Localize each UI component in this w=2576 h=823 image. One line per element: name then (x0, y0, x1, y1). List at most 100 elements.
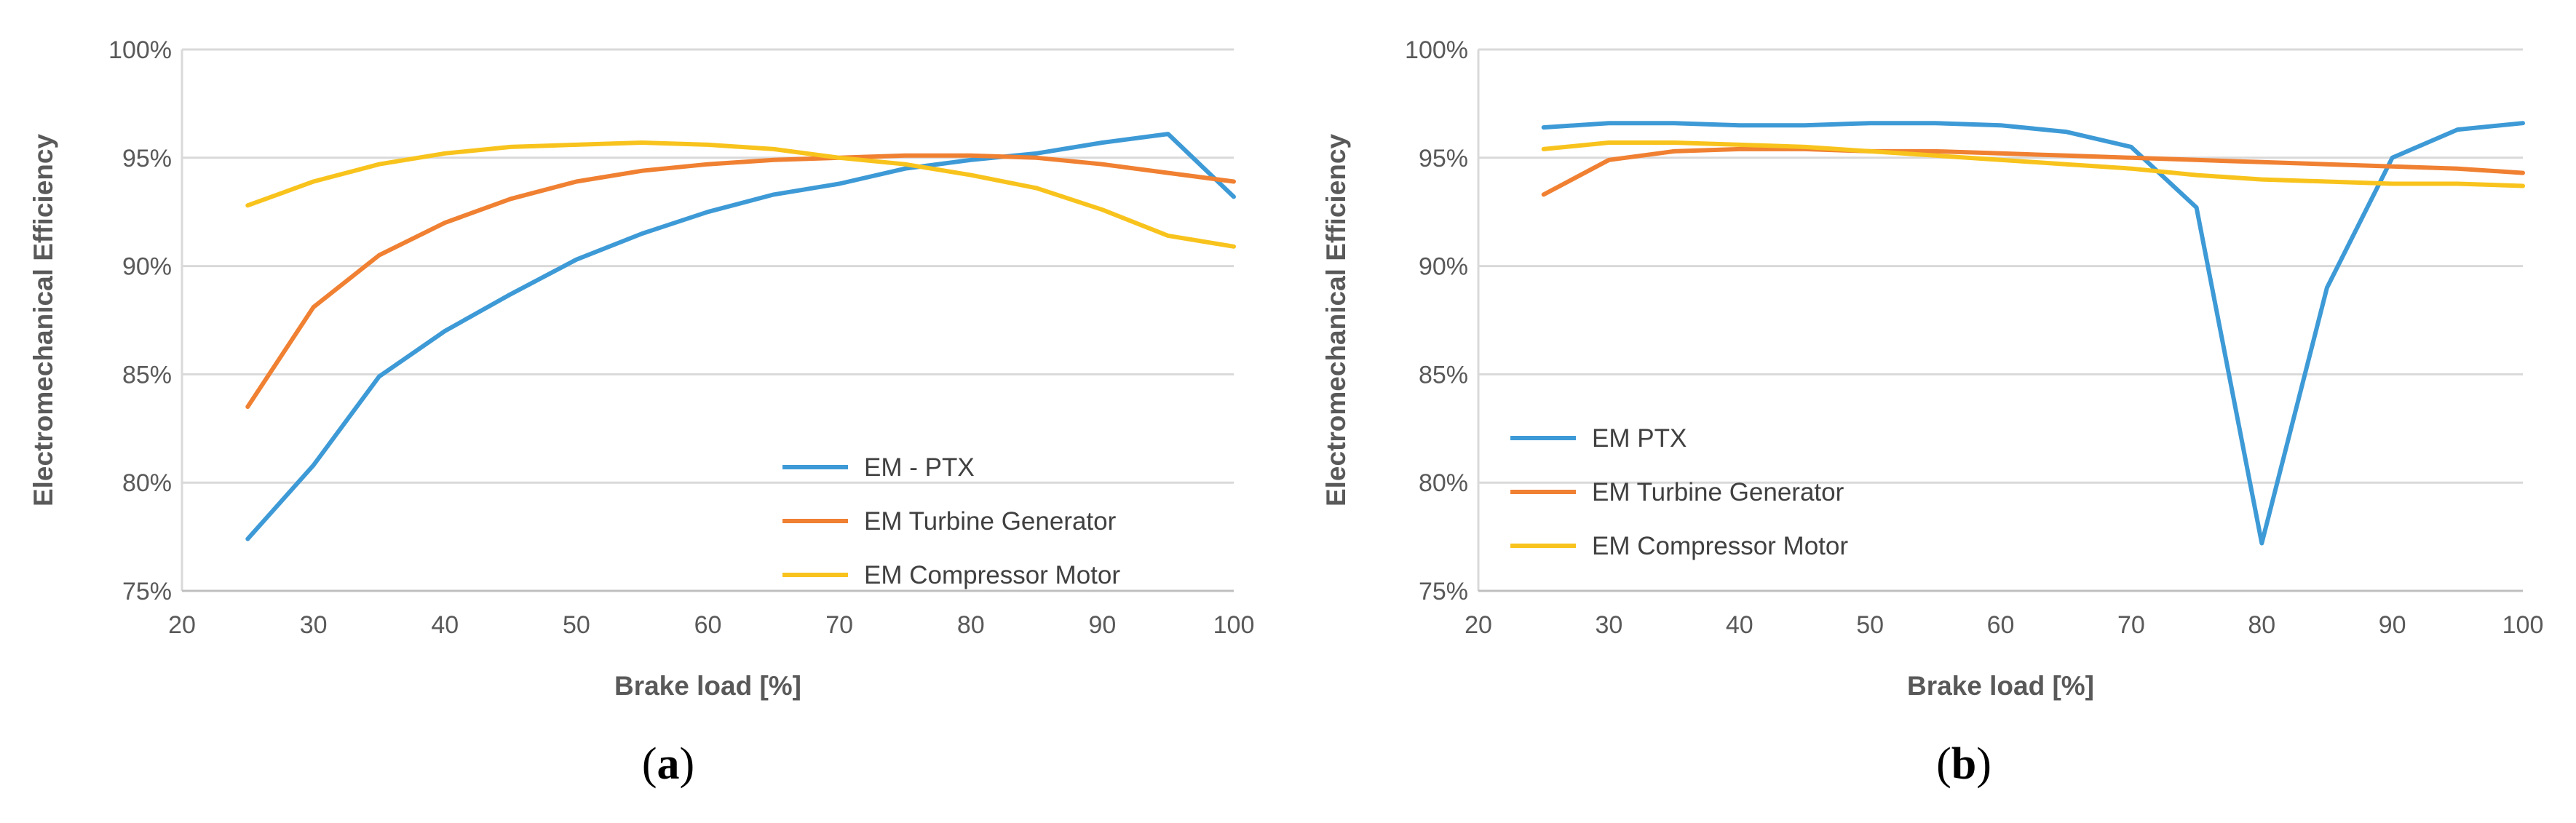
y-tick-label: 75% (1419, 578, 1468, 605)
data-point-em-compressor-motor (1867, 148, 1873, 154)
data-point-em-ptx (2063, 129, 2069, 135)
x-tick-label: 30 (1595, 611, 1622, 639)
x-tick-label: 50 (1856, 611, 1884, 639)
data-point-em-turbine-generator (1671, 148, 1677, 154)
data-point-em-compressor-motor (1606, 140, 1612, 146)
data-point-em-compressor-motor (1231, 244, 1237, 250)
x-tick-label: 20 (1465, 611, 1492, 639)
series-line-em-compressor-motor (245, 140, 1236, 249)
data-point-em-compressor-motor (2128, 166, 2134, 172)
panel-label-a: (a) (642, 739, 694, 789)
y-tick-label: 100% (1405, 36, 1468, 64)
data-point-em-ptx (1671, 120, 1677, 126)
x-tick-label: 70 (2117, 611, 2145, 639)
data-point-em-turbine-generator (311, 304, 317, 310)
data-point-em-compressor-motor (771, 146, 777, 152)
legend-entry: EM Turbine Generator (864, 507, 1117, 536)
data-point-em-compressor-motor (1933, 153, 1938, 159)
data-point-em-compressor-motor (2259, 177, 2264, 183)
data-point-em-turbine-generator (2454, 166, 2460, 172)
data-point-em-ptx (1802, 122, 1807, 128)
x-tick-label: 90 (2379, 611, 2406, 639)
legend-entry: EM PTX (1592, 424, 1687, 453)
data-point-em-turbine-generator (1606, 157, 1612, 163)
data-point-em-ptx (1737, 122, 1743, 128)
data-point-em-compressor-motor (2454, 181, 2460, 187)
series-line-em-ptx (245, 132, 1236, 541)
data-point-em-ptx (1606, 120, 1612, 126)
data-point-em-turbine-generator (442, 220, 448, 226)
data-point-em-compressor-motor (1541, 146, 1547, 152)
x-tick-label: 40 (431, 611, 459, 639)
y-tick-label: 85% (1419, 361, 1468, 389)
data-point-em-turbine-generator (2324, 162, 2330, 167)
data-point-em-ptx (771, 191, 777, 197)
data-point-em-compressor-motor (2063, 162, 2069, 167)
data-point-em-compressor-motor (836, 155, 842, 161)
legend-entry: EM Compressor Motor (1592, 532, 1848, 560)
data-point-em-turbine-generator (1998, 151, 2004, 156)
data-point-em-ptx (2454, 127, 2460, 132)
data-point-em-turbine-generator (639, 168, 645, 174)
data-point-em-turbine-generator (968, 153, 974, 159)
data-point-em-compressor-motor (639, 140, 645, 146)
data-point-em-ptx (2128, 144, 2134, 150)
y-tick-label: 90% (1419, 253, 1468, 281)
data-point-em-compressor-motor (574, 142, 579, 148)
data-point-em-compressor-motor (902, 162, 908, 167)
data-point-em-compressor-motor (1099, 207, 1105, 212)
data-point-em-ptx (311, 462, 317, 468)
series-line-em-compressor-motor (1541, 140, 2525, 188)
data-point-em-compressor-motor (1737, 142, 1743, 148)
data-point-em-compressor-motor (705, 142, 711, 148)
y-tick-label: 90% (122, 253, 172, 281)
data-point-em-ptx (2390, 155, 2395, 161)
data-point-em-ptx (376, 373, 382, 379)
data-point-em-compressor-motor (311, 179, 317, 185)
y-axis-title: Electromechanical Efficiency (28, 134, 58, 506)
data-point-em-compressor-motor (1034, 185, 1039, 191)
y-tick-label: 100% (108, 36, 172, 64)
data-point-em-ptx (442, 328, 448, 334)
data-point-em-turbine-generator (574, 179, 579, 185)
data-point-em-turbine-generator (245, 404, 250, 410)
data-point-em-ptx (836, 181, 842, 187)
series-line-em-ptx (1541, 121, 2525, 546)
data-point-em-ptx (508, 291, 514, 297)
data-point-em-ptx (1231, 194, 1237, 199)
legend-entry: EM - PTX (864, 453, 975, 482)
x-tick-label: 60 (1987, 611, 2015, 639)
data-point-em-compressor-motor (2520, 183, 2526, 188)
data-point-em-compressor-motor (2194, 172, 2200, 178)
y-tick-label: 85% (122, 361, 172, 389)
data-point-em-turbine-generator (1231, 179, 1237, 185)
series-line-em-turbine-generator (245, 153, 1236, 409)
data-point-em-turbine-generator (705, 162, 711, 167)
data-point-em-ptx (1099, 140, 1105, 146)
data-point-em-compressor-motor (1671, 140, 1677, 146)
y-tick-label: 75% (122, 578, 172, 605)
data-point-em-ptx (1933, 120, 1938, 126)
x-tick-label: 20 (168, 611, 196, 639)
chart-b: 75% 80% 85% 90% 95% 100% 20 30 40 50 60 70 80 90 100 Br… (1321, 36, 2543, 701)
data-point-em-compressor-motor (245, 202, 250, 208)
x-axis-title: Brake load [%] (1907, 671, 2094, 701)
data-point-em-turbine-generator (376, 253, 382, 258)
data-point-em-turbine-generator (771, 157, 777, 163)
y-tick-label: 80% (1419, 469, 1468, 497)
x-tick-label: 100 (2502, 611, 2544, 639)
data-point-em-compressor-motor (376, 162, 382, 167)
x-tick-label: 70 (825, 611, 853, 639)
data-point-em-turbine-generator (902, 153, 908, 159)
y-tick-label: 95% (122, 145, 172, 172)
y-tick-label: 95% (1419, 145, 1468, 172)
y-tick-label: 80% (122, 469, 172, 497)
data-point-em-turbine-generator (2520, 170, 2526, 176)
chart-a: 75% 80% 85% 90% 95% 100% 20 30 40 50 60 70 80 90 100 Br… (28, 36, 1254, 701)
data-point-em-ptx (2520, 120, 2526, 126)
data-point-em-compressor-motor (1165, 233, 1171, 239)
y-axis-title: Electromechanical Efficiency (1321, 134, 1351, 506)
series-line-em-turbine-generator (1541, 146, 2525, 197)
data-point-em-ptx (1867, 120, 1873, 126)
